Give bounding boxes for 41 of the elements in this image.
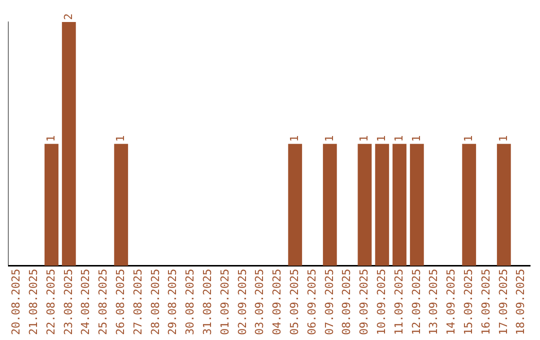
data-label: 1 [374,135,388,142]
x-tick-label: 20.08.2025 [10,268,23,336]
data-label: 1 [44,135,58,142]
x-tick-label: 30.08.2025 [184,268,197,336]
data-label: 1 [358,135,371,142]
x-tick-label: 05.09.2025 [288,268,301,336]
x-tick-label: 12.09.2025 [410,268,423,336]
x-tick-label: 25.08.2025 [96,268,110,336]
x-tick-label: 21.08.2025 [26,268,40,336]
x-tick-label: 10.09.2025 [374,268,388,336]
x-tick-label: 28.08.2025 [148,268,162,336]
data-label: 1 [288,135,301,142]
data-label: 1 [496,135,510,142]
x-tick-label: 11.09.2025 [392,268,406,336]
x-tick-label: 23.08.2025 [62,268,75,336]
x-tick-label: 07.09.2025 [322,268,336,336]
x-tick-label: 14.09.2025 [444,268,458,336]
data-label: 1 [410,135,423,142]
x-tick-label: 16.09.2025 [479,268,492,336]
x-tick-label: 18.09.2025 [514,268,528,336]
x-tick-label: 29.08.2025 [166,268,180,336]
x-tick-label: 15.09.2025 [462,268,475,336]
data-label: 2 [62,13,75,20]
x-tick-label: 24.08.2025 [79,268,92,336]
x-tick-label: 31.08.2025 [200,268,214,336]
data-label: 1 [114,135,127,142]
x-tick-label: 04.09.2025 [270,268,284,336]
x-tick-label: 02.09.2025 [236,268,249,336]
x-tick-label: 26.08.2025 [114,268,127,336]
data-label: 1 [462,135,475,142]
x-tick-label: 08.09.2025 [340,268,354,336]
x-tick-label: 27.08.2025 [131,268,144,336]
x-tick-label: 13.09.2025 [427,268,440,336]
data-label: 1 [392,135,406,142]
x-tick-label: 03.09.2025 [253,268,266,336]
x-tick-label: 09.09.2025 [358,268,371,336]
x-tick-label: 06.09.2025 [305,268,318,336]
data-label: 1 [322,135,336,142]
x-tick-label: 22.08.2025 [44,268,58,336]
x-tick-label: 17.09.2025 [496,268,510,336]
x-tick-label: 01.09.2025 [218,268,232,336]
